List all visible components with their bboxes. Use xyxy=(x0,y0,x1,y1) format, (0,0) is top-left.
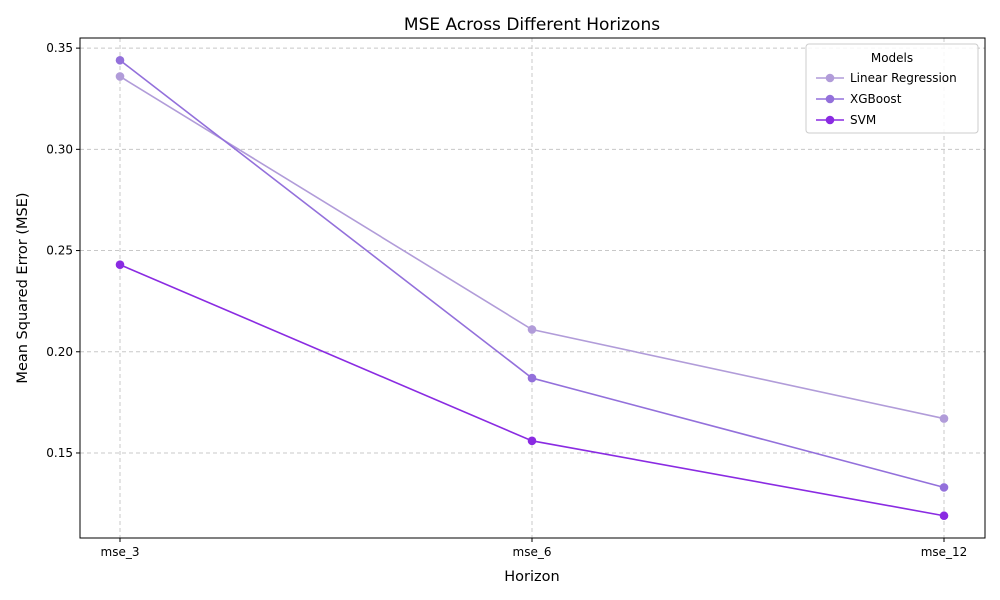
legend-label: XGBoost xyxy=(850,92,902,106)
y-tick-label: 0.15 xyxy=(46,446,73,460)
data-point xyxy=(527,436,537,446)
data-point xyxy=(939,414,949,423)
y-tick-label: 0.30 xyxy=(46,142,73,156)
legend: Models Linear Regression XGBoost SVM xyxy=(805,43,979,134)
legend-label: Linear Regression xyxy=(850,71,957,85)
data-point xyxy=(527,373,537,383)
legend-swatch-marker xyxy=(825,115,835,125)
data-point xyxy=(115,72,125,81)
x-axis-title: Horizon xyxy=(504,569,559,585)
axes: 0.15 0.20 0.25 0.30 0.35 mse_3 mse_6 mse_12 xyxy=(46,41,967,559)
x-tick-label: mse_6 xyxy=(513,545,552,559)
data-point xyxy=(939,511,949,521)
y-tick-label: 0.20 xyxy=(46,345,73,359)
legend-swatch-marker xyxy=(825,73,835,83)
series-layer xyxy=(115,55,949,521)
grid xyxy=(80,38,985,538)
legend-title: Models xyxy=(871,51,913,65)
legend-box xyxy=(805,43,979,134)
legend-swatch-marker xyxy=(825,94,835,104)
x-tick-label: mse_12 xyxy=(921,545,968,559)
data-point xyxy=(527,325,537,334)
y-tick-label: 0.25 xyxy=(46,244,73,258)
data-point xyxy=(115,260,125,270)
x-tick-label: mse_3 xyxy=(101,545,140,559)
chart-title: MSE Across Different Horizons xyxy=(404,15,660,35)
data-point xyxy=(939,483,949,492)
y-tick-label: 0.35 xyxy=(46,41,73,55)
legend-label: SVM xyxy=(850,113,876,127)
data-point xyxy=(115,55,125,65)
y-axis-title: Mean Squared Error (MSE) xyxy=(15,192,31,383)
